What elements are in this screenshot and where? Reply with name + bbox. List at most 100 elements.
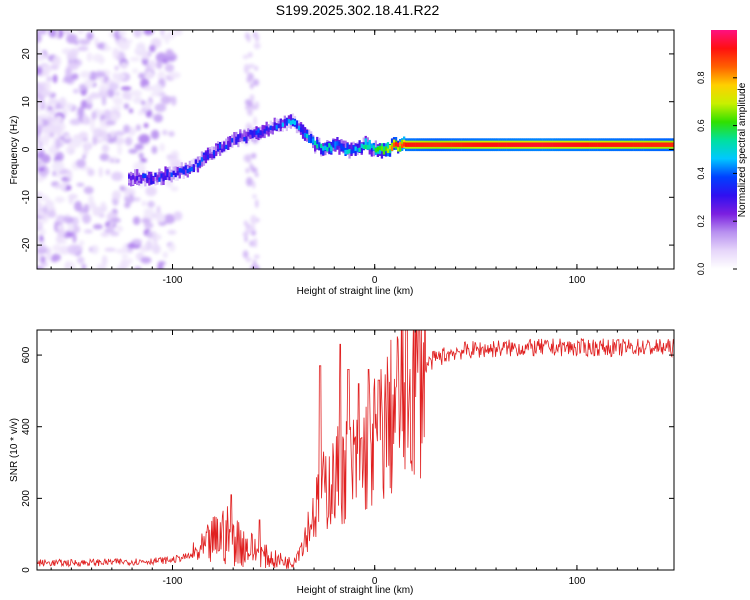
- noise-blob: [123, 124, 131, 134]
- noise-blob: [143, 85, 154, 91]
- ridge-segment: [229, 136, 232, 144]
- ridge-segment: [639, 142, 642, 147]
- noise-blob: [171, 95, 177, 106]
- noise-blob: [56, 224, 65, 231]
- ridge-segment: [160, 173, 163, 178]
- noise-blob: [152, 40, 162, 46]
- ridge-segment: [518, 142, 521, 147]
- ridge-segment: [239, 133, 242, 138]
- noise-blob: [249, 240, 255, 247]
- ridge-segment: [287, 119, 291, 124]
- ridge-segment: [166, 170, 169, 175]
- noise-blob: [77, 106, 85, 117]
- ridge-segment: [132, 175, 135, 180]
- ridge-segment: [128, 175, 131, 183]
- ridge-segment: [564, 142, 568, 147]
- ridge-segment: [289, 114, 293, 123]
- colorbar-tick-label: 0.6: [696, 119, 706, 132]
- ridge-segment: [441, 142, 444, 147]
- noise-blob: [77, 256, 85, 264]
- ridge-segment: [390, 146, 394, 151]
- noise-blob: [143, 208, 155, 214]
- snr-series-line: [37, 330, 674, 569]
- noise-blob: [255, 199, 259, 209]
- ridge-segment: [136, 176, 139, 181]
- ridge-segment: [423, 142, 426, 147]
- ridge-segment: [130, 175, 133, 181]
- noise-blob: [108, 82, 119, 91]
- noise-blob: [128, 108, 134, 114]
- ridge-segment: [346, 149, 349, 155]
- noise-blob: [104, 109, 111, 118]
- ridge-segment: [492, 142, 495, 147]
- colorbar-tick-label: 0.8: [696, 72, 706, 85]
- ridge-segment: [453, 142, 456, 147]
- noise-blob: [37, 222, 42, 228]
- ridge-segment: [128, 174, 131, 179]
- ridge-segment: [212, 150, 216, 156]
- ridge-segment: [560, 142, 564, 147]
- ridge-segment: [542, 142, 545, 147]
- ridge-segment: [180, 168, 183, 173]
- ridge-segment: [550, 142, 553, 147]
- ridge-segment: [386, 148, 390, 153]
- noise-blob: [66, 51, 78, 61]
- ridge-segment: [621, 142, 624, 147]
- ridge-segment: [651, 142, 655, 147]
- colorbar-tick-label: 0.2: [696, 215, 706, 228]
- noise-blob: [160, 30, 165, 36]
- ridge-segment: [447, 142, 450, 147]
- noise-blob: [38, 114, 49, 119]
- ridge-segment: [591, 142, 594, 147]
- noise-blob: [160, 35, 172, 40]
- ridge-segment: [556, 142, 559, 147]
- noise-blob: [130, 90, 143, 97]
- ridge-segment: [210, 153, 214, 159]
- noise-blob: [138, 72, 146, 79]
- noise-blob: [120, 259, 129, 269]
- ridge-segment: [522, 142, 525, 147]
- ridge-segment: [625, 142, 628, 147]
- noise-blob: [74, 40, 79, 46]
- noise-blob: [253, 42, 261, 50]
- spectrogram-y-label: Frequency (Hz): [9, 116, 20, 185]
- noise-blob: [83, 186, 94, 195]
- noise-blob: [46, 76, 53, 82]
- ridge-segment: [627, 142, 630, 147]
- noise-blob: [50, 109, 56, 115]
- ridge-segment: [496, 142, 499, 147]
- ridge-segment: [229, 142, 232, 147]
- noise-blob: [37, 196, 40, 204]
- noise-blob: [45, 80, 51, 91]
- noise-blob: [254, 65, 259, 71]
- ridge-segment: [356, 143, 359, 152]
- ridge-segment: [524, 142, 527, 147]
- ridge-segment: [328, 143, 331, 148]
- ridge-segment: [194, 159, 197, 164]
- ridge-segment: [427, 142, 430, 147]
- noise-blob: [244, 235, 248, 243]
- noise-blob: [62, 216, 70, 222]
- noise-blob: [125, 136, 133, 146]
- ridge-segment: [306, 133, 309, 139]
- x-tick-label: 0: [372, 275, 378, 286]
- noise-blob: [141, 218, 151, 224]
- noise-blob: [82, 154, 87, 160]
- ridge-segment: [186, 168, 189, 174]
- noise-blob: [72, 232, 77, 244]
- ridge-segment: [394, 141, 398, 147]
- noise-blob: [39, 234, 44, 243]
- noise-blob: [86, 31, 94, 41]
- noise-blob: [126, 249, 134, 253]
- noise-blob: [89, 92, 100, 99]
- ridge-segment: [255, 130, 258, 135]
- ridge-segment: [283, 119, 286, 128]
- ridge-segment: [289, 120, 293, 125]
- ridge-segment: [548, 142, 551, 147]
- ridge-segment: [643, 142, 646, 147]
- ridge-segment: [241, 134, 244, 139]
- noise-blob: [83, 229, 93, 234]
- noise-blob: [74, 200, 83, 212]
- noise-blob: [124, 193, 130, 198]
